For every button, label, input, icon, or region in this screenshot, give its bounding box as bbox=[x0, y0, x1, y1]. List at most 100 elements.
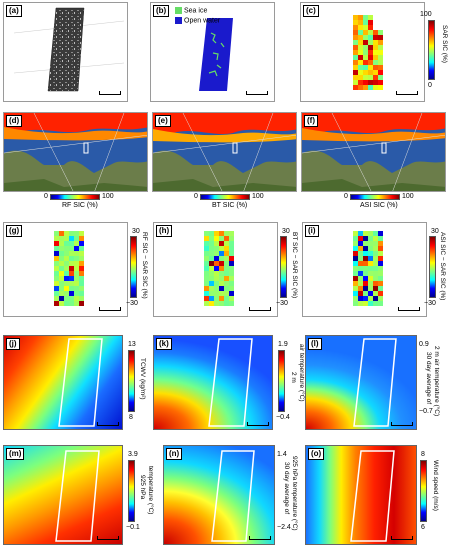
cbar-label-1: 925 hPa bbox=[139, 475, 146, 500]
scale-bar bbox=[99, 307, 121, 311]
sar-image bbox=[13, 7, 125, 92]
scale-bar bbox=[391, 536, 413, 540]
grid-cell bbox=[59, 261, 64, 266]
grid-cell bbox=[209, 266, 214, 271]
sar-footprint bbox=[353, 338, 397, 427]
scale-bar bbox=[391, 422, 413, 426]
grid-cell bbox=[64, 266, 69, 271]
grid-cell bbox=[224, 276, 229, 281]
avg-air-temp-field bbox=[306, 336, 416, 429]
grid-cell bbox=[363, 75, 368, 80]
scale-bar bbox=[97, 536, 119, 540]
grid-cell bbox=[373, 80, 378, 85]
grid-cell bbox=[353, 246, 358, 251]
grid-cell bbox=[209, 291, 214, 296]
grid-cell bbox=[353, 286, 358, 291]
panel-l: (l) bbox=[305, 335, 417, 430]
grid-cell bbox=[378, 266, 383, 271]
grid-cell bbox=[373, 45, 378, 50]
grid-cell bbox=[59, 296, 64, 301]
grid-cell bbox=[353, 296, 358, 301]
grid-cell bbox=[69, 246, 74, 251]
grid-cell bbox=[54, 291, 59, 296]
grid-cell bbox=[224, 246, 229, 251]
grid-cell bbox=[363, 266, 368, 271]
grid-cell bbox=[204, 271, 209, 276]
grid-cell bbox=[378, 256, 383, 261]
grid-cell bbox=[224, 296, 229, 301]
grid-cell bbox=[363, 256, 368, 261]
cbar-min: −0.7 bbox=[419, 408, 433, 415]
grid-cell bbox=[64, 281, 69, 286]
grid-cell bbox=[219, 276, 224, 281]
grid-cell bbox=[353, 20, 358, 25]
grid-cell bbox=[353, 231, 358, 236]
cbar-max: 30 bbox=[282, 228, 290, 235]
grid-cell bbox=[59, 291, 64, 296]
grid-cell bbox=[59, 281, 64, 286]
grid-cell bbox=[378, 296, 383, 301]
cbar-max: 100 bbox=[402, 193, 414, 200]
grid-cell bbox=[204, 246, 209, 251]
panel-k: (k) bbox=[153, 335, 273, 430]
cbar-min: −0.1 bbox=[126, 524, 140, 531]
grid-cell bbox=[353, 70, 358, 75]
grid-cell bbox=[59, 266, 64, 271]
grid-cell bbox=[363, 70, 368, 75]
grid-cell bbox=[373, 85, 378, 90]
grid-cell bbox=[74, 261, 79, 266]
cbar-label: TCWV (kg/m²) bbox=[139, 358, 146, 400]
grid-cell bbox=[363, 286, 368, 291]
grid-cell bbox=[74, 266, 79, 271]
grid-cell bbox=[363, 291, 368, 296]
cbar-label-2: temperature (°C) bbox=[147, 466, 154, 515]
grid-cell bbox=[358, 50, 363, 55]
grid-cell bbox=[59, 236, 64, 241]
grid-cell bbox=[214, 266, 219, 271]
grid-cell bbox=[358, 301, 363, 306]
grid-cell bbox=[74, 251, 79, 256]
panel-label: (f) bbox=[304, 115, 318, 127]
grid-cell bbox=[363, 276, 368, 281]
grid-cell bbox=[219, 271, 224, 276]
bt-sic-map bbox=[153, 113, 296, 191]
grid-cell bbox=[219, 291, 224, 296]
grid-cell bbox=[373, 60, 378, 65]
grid-cell bbox=[74, 276, 79, 281]
bt-diff-grid bbox=[204, 231, 234, 306]
grid-cell bbox=[79, 261, 84, 266]
grid-cell bbox=[229, 286, 234, 291]
grid-cell bbox=[358, 40, 363, 45]
grid-cell bbox=[373, 261, 378, 266]
sar-footprint bbox=[211, 450, 255, 542]
panel-label: (n) bbox=[166, 448, 183, 460]
grid-cell bbox=[368, 35, 373, 40]
grid-cell bbox=[368, 236, 373, 241]
panel-label: (i) bbox=[305, 225, 319, 237]
grid-cell bbox=[368, 30, 373, 35]
grid-cell bbox=[54, 276, 59, 281]
grid-cell bbox=[373, 30, 378, 35]
sar-sic-grid bbox=[353, 15, 383, 90]
grid-cell bbox=[54, 246, 59, 251]
grid-cell bbox=[373, 40, 378, 45]
scale-bar bbox=[396, 91, 418, 95]
grid-cell bbox=[378, 251, 383, 256]
grid-cell bbox=[59, 246, 64, 251]
grid-cell bbox=[353, 15, 358, 20]
colorbar-j bbox=[128, 350, 135, 412]
grid-cell bbox=[353, 266, 358, 271]
grid-cell bbox=[69, 236, 74, 241]
grid-cell bbox=[79, 276, 84, 281]
grid-cell bbox=[368, 70, 373, 75]
cbar-max: 1.9 bbox=[278, 341, 288, 348]
grid-cell bbox=[69, 261, 74, 266]
scale-bar bbox=[249, 307, 271, 311]
grid-cell bbox=[353, 65, 358, 70]
grid-cell bbox=[229, 231, 234, 236]
cbar-max: 13 bbox=[128, 341, 136, 348]
grid-cell bbox=[229, 291, 234, 296]
grid-cell bbox=[378, 286, 383, 291]
grid-cell bbox=[64, 301, 69, 306]
panel-m: (m) bbox=[3, 445, 123, 545]
